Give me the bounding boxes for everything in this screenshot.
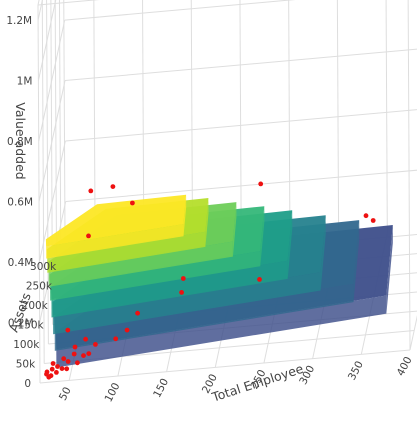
x-tick-label: 100 [103, 381, 123, 404]
scatter-point [46, 374, 52, 380]
scatter-point [81, 353, 86, 358]
surface-side [50, 251, 261, 301]
x-tick-label: 50 [57, 385, 74, 402]
scatter-points[interactable] [44, 0, 376, 380]
scatter-point [124, 327, 130, 333]
y-tick-label: 50k [16, 358, 36, 370]
surface-side [205, 198, 209, 247]
grid-line [64, 48, 417, 82]
scatter-point [86, 233, 91, 239]
scatter-point [83, 336, 88, 342]
scatter-point [49, 366, 55, 372]
scatter-point [59, 366, 65, 371]
grid-line [41, 0, 45, 364]
y-tick-label: 150k [17, 319, 44, 331]
grid-line [58, 0, 62, 286]
scatter-point [64, 366, 70, 372]
y-tick-label: 250k [26, 280, 53, 292]
z-tick-label: 0.6M [7, 197, 33, 209]
scatter-point [180, 276, 186, 281]
surface-side [287, 210, 293, 279]
z-tick-label: 1M [17, 76, 33, 88]
surface[interactable] [45, 194, 393, 368]
z-axis-title: Value added [13, 102, 28, 179]
scatter-point [65, 359, 71, 364]
z-tick-label: 0.4M [8, 257, 34, 269]
grid-line [190, 0, 194, 251]
grid-line [46, 0, 49, 344]
scatter-point [257, 277, 262, 282]
z-tick-label: 1.2M [6, 15, 32, 27]
surface-side [53, 272, 321, 335]
grid-line [407, 0, 411, 351]
surface-side [353, 220, 360, 303]
grid-line [65, 109, 417, 142]
scatter-point [50, 361, 56, 366]
surface-side [320, 215, 326, 291]
grid-line [142, 0, 145, 256]
surface-side [46, 224, 184, 259]
scatter-point [179, 290, 185, 295]
scatter-point [135, 310, 141, 316]
surface-side [183, 194, 187, 237]
grid-line [288, 0, 291, 243]
grid-line [336, 0, 340, 238]
scatter-point [55, 364, 60, 369]
x-axis-title: Total Employee [209, 361, 305, 405]
scatter-point [71, 351, 77, 357]
grid-line [93, 0, 96, 260]
x-tick-label: 400 [395, 355, 415, 378]
scatter-point [72, 344, 78, 350]
grid-line [39, 349, 411, 384]
grid-line [64, 0, 296, 21]
grid-line [63, 0, 66, 266]
scatter-point [88, 188, 94, 194]
surface-side [386, 225, 393, 314]
z-tick-label: 0.2M [8, 318, 34, 330]
scatter-point [86, 351, 92, 356]
scatter-point [54, 370, 59, 375]
scatter-point [75, 360, 80, 366]
scatter-point [113, 336, 119, 342]
scatter-point [110, 184, 116, 190]
x-tick-label: 150 [151, 376, 171, 399]
scatter-point [370, 218, 376, 223]
grid-line [239, 0, 242, 247]
grid-line [409, 315, 417, 351]
surface-tier [45, 194, 187, 247]
scatter-point [61, 356, 67, 362]
grid-line [65, 169, 417, 203]
y-tick-label: 300k [30, 261, 57, 273]
scatter-point [93, 342, 98, 347]
grid-line [37, 4, 41, 384]
y-tick-label: 100k [13, 339, 40, 351]
surface-side [232, 202, 237, 257]
x-tick-label: 350 [346, 359, 366, 382]
surface-side [56, 295, 387, 368]
y-tick-label: 0 [24, 378, 31, 390]
surface-side [47, 231, 206, 273]
surface-side [48, 241, 233, 287]
surface-side [51, 260, 288, 318]
surface-side [260, 206, 265, 267]
scatter-point [258, 181, 264, 187]
scatter-point [363, 213, 369, 219]
surface-side [54, 283, 354, 351]
scatter-point [130, 200, 135, 206]
grid-line [385, 0, 388, 234]
y-tick-label: 200k [22, 300, 49, 312]
scatter-point [65, 327, 71, 333]
z-tick-label: 0.8M [7, 136, 33, 148]
